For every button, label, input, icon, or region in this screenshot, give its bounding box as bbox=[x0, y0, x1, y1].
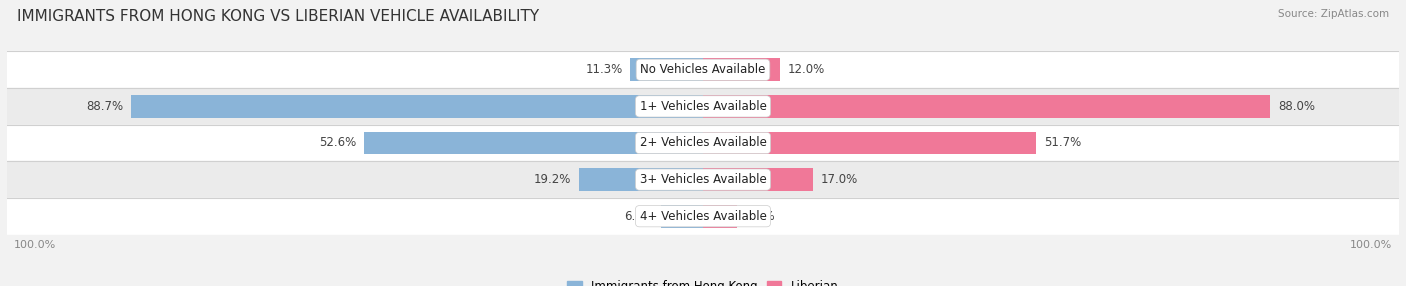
Text: 3+ Vehicles Available: 3+ Vehicles Available bbox=[640, 173, 766, 186]
Bar bbox=[7, 88, 1399, 125]
Text: No Vehicles Available: No Vehicles Available bbox=[640, 63, 766, 76]
Text: 11.3%: 11.3% bbox=[585, 63, 623, 76]
Bar bbox=[661, 205, 703, 228]
Bar bbox=[7, 51, 1399, 88]
Text: 100.0%: 100.0% bbox=[1350, 240, 1392, 250]
Text: 100.0%: 100.0% bbox=[14, 240, 56, 250]
Text: Source: ZipAtlas.com: Source: ZipAtlas.com bbox=[1278, 9, 1389, 19]
Bar bbox=[7, 198, 1399, 235]
Text: 1+ Vehicles Available: 1+ Vehicles Available bbox=[640, 100, 766, 113]
Text: 51.7%: 51.7% bbox=[1043, 136, 1081, 150]
Text: 2+ Vehicles Available: 2+ Vehicles Available bbox=[640, 136, 766, 150]
Bar bbox=[7, 161, 1399, 198]
Bar bbox=[703, 95, 1270, 118]
Text: 88.0%: 88.0% bbox=[1278, 100, 1315, 113]
Bar bbox=[364, 132, 703, 154]
Bar bbox=[703, 205, 737, 228]
Text: 12.0%: 12.0% bbox=[787, 63, 825, 76]
Bar bbox=[131, 95, 703, 118]
Bar bbox=[703, 58, 780, 81]
Text: 5.3%: 5.3% bbox=[745, 210, 775, 223]
Legend: Immigrants from Hong Kong, Liberian: Immigrants from Hong Kong, Liberian bbox=[562, 276, 844, 286]
Text: 4+ Vehicles Available: 4+ Vehicles Available bbox=[640, 210, 766, 223]
Bar bbox=[579, 168, 703, 191]
Text: 52.6%: 52.6% bbox=[319, 136, 356, 150]
Bar bbox=[703, 168, 813, 191]
Text: 17.0%: 17.0% bbox=[820, 173, 858, 186]
Text: 19.2%: 19.2% bbox=[534, 173, 571, 186]
Text: IMMIGRANTS FROM HONG KONG VS LIBERIAN VEHICLE AVAILABILITY: IMMIGRANTS FROM HONG KONG VS LIBERIAN VE… bbox=[17, 9, 538, 23]
Bar bbox=[7, 125, 1399, 161]
Bar bbox=[703, 132, 1036, 154]
Text: 88.7%: 88.7% bbox=[87, 100, 124, 113]
Bar bbox=[630, 58, 703, 81]
Text: 6.5%: 6.5% bbox=[624, 210, 654, 223]
